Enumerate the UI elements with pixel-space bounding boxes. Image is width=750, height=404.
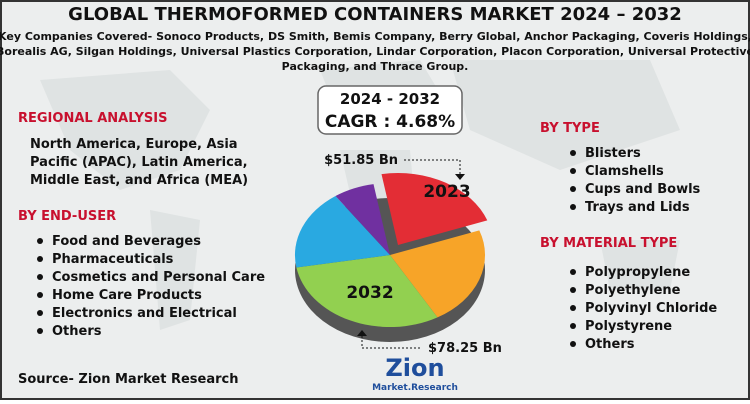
start-arrow bbox=[404, 159, 461, 178]
bullet bbox=[37, 274, 43, 280]
bullet bbox=[37, 238, 43, 244]
arrow-head bbox=[455, 174, 465, 180]
list-item: Polystyrene bbox=[585, 319, 672, 334]
list-item: Blisters bbox=[585, 146, 641, 161]
bullet bbox=[37, 310, 43, 316]
bullet bbox=[570, 186, 576, 192]
source: Source- Zion Market Research bbox=[18, 372, 239, 387]
cagr-period: 2024 - 2032 bbox=[340, 90, 440, 108]
list-item: Electronics and Electrical bbox=[52, 306, 237, 321]
pie-graphic bbox=[294, 173, 488, 342]
bullet bbox=[37, 292, 43, 298]
bullet bbox=[570, 204, 576, 210]
list-item: Trays and Lids bbox=[585, 200, 690, 215]
list-item: Polyethylene bbox=[585, 283, 681, 298]
subtitle-line: Key Companies Covered- Sonoco Products, … bbox=[0, 30, 750, 43]
list-item: Others bbox=[585, 337, 635, 352]
regional-line: Middle East, and Africa (MEA) bbox=[30, 173, 248, 188]
cagr-box bbox=[317, 85, 463, 135]
bullet bbox=[570, 323, 576, 329]
regional-heading: REGIONAL ANALYSIS bbox=[18, 111, 167, 126]
bullet bbox=[570, 150, 576, 156]
list-item: Pharmaceuticals bbox=[52, 252, 174, 267]
bullet bbox=[570, 168, 576, 174]
subtitle-line: Packaging, and Thrace Group. bbox=[282, 60, 469, 73]
start-year: 2023 bbox=[423, 182, 470, 202]
list-item: Cosmetics and Personal Care bbox=[52, 270, 265, 285]
list-item: Clamshells bbox=[585, 164, 664, 179]
regional-line: North America, Europe, Asia bbox=[30, 137, 238, 152]
type-heading: BY TYPE bbox=[540, 121, 600, 136]
bullet bbox=[570, 269, 576, 275]
arrow-head bbox=[357, 330, 367, 336]
list-item: Others bbox=[52, 324, 102, 339]
list-item: Cups and Bowls bbox=[585, 182, 701, 197]
end-arrow bbox=[361, 332, 422, 349]
end-user-heading: BY END-USER bbox=[18, 209, 116, 224]
list-item: Food and Beverages bbox=[52, 234, 201, 249]
end-year: 2032 bbox=[346, 283, 393, 303]
bullet bbox=[37, 328, 43, 334]
list-item: Polyvinyl Chloride bbox=[585, 301, 717, 316]
start-value: $51.85 Bn bbox=[324, 153, 398, 168]
regional-line: Pacific (APAC), Latin America, bbox=[30, 155, 248, 170]
bullet bbox=[570, 305, 576, 311]
logo-sub: Market.Research bbox=[372, 383, 458, 393]
logo-main: Zion bbox=[385, 354, 444, 382]
list-item: Polypropylene bbox=[585, 265, 690, 280]
material-heading: BY MATERIAL TYPE bbox=[540, 236, 677, 251]
subtitle-line: Borealis AG, Silgan Holdings, Universal … bbox=[0, 45, 750, 58]
bullet bbox=[570, 341, 576, 347]
bullet bbox=[37, 256, 43, 262]
end-value: $78.25 Bn bbox=[428, 341, 502, 356]
cagr-label: CAGR : 4.68% bbox=[325, 112, 455, 132]
list-item: Home Care Products bbox=[52, 288, 202, 303]
title: GLOBAL THERMOFORMED CONTAINERS MARKET 20… bbox=[68, 4, 682, 25]
bullet bbox=[570, 287, 576, 293]
